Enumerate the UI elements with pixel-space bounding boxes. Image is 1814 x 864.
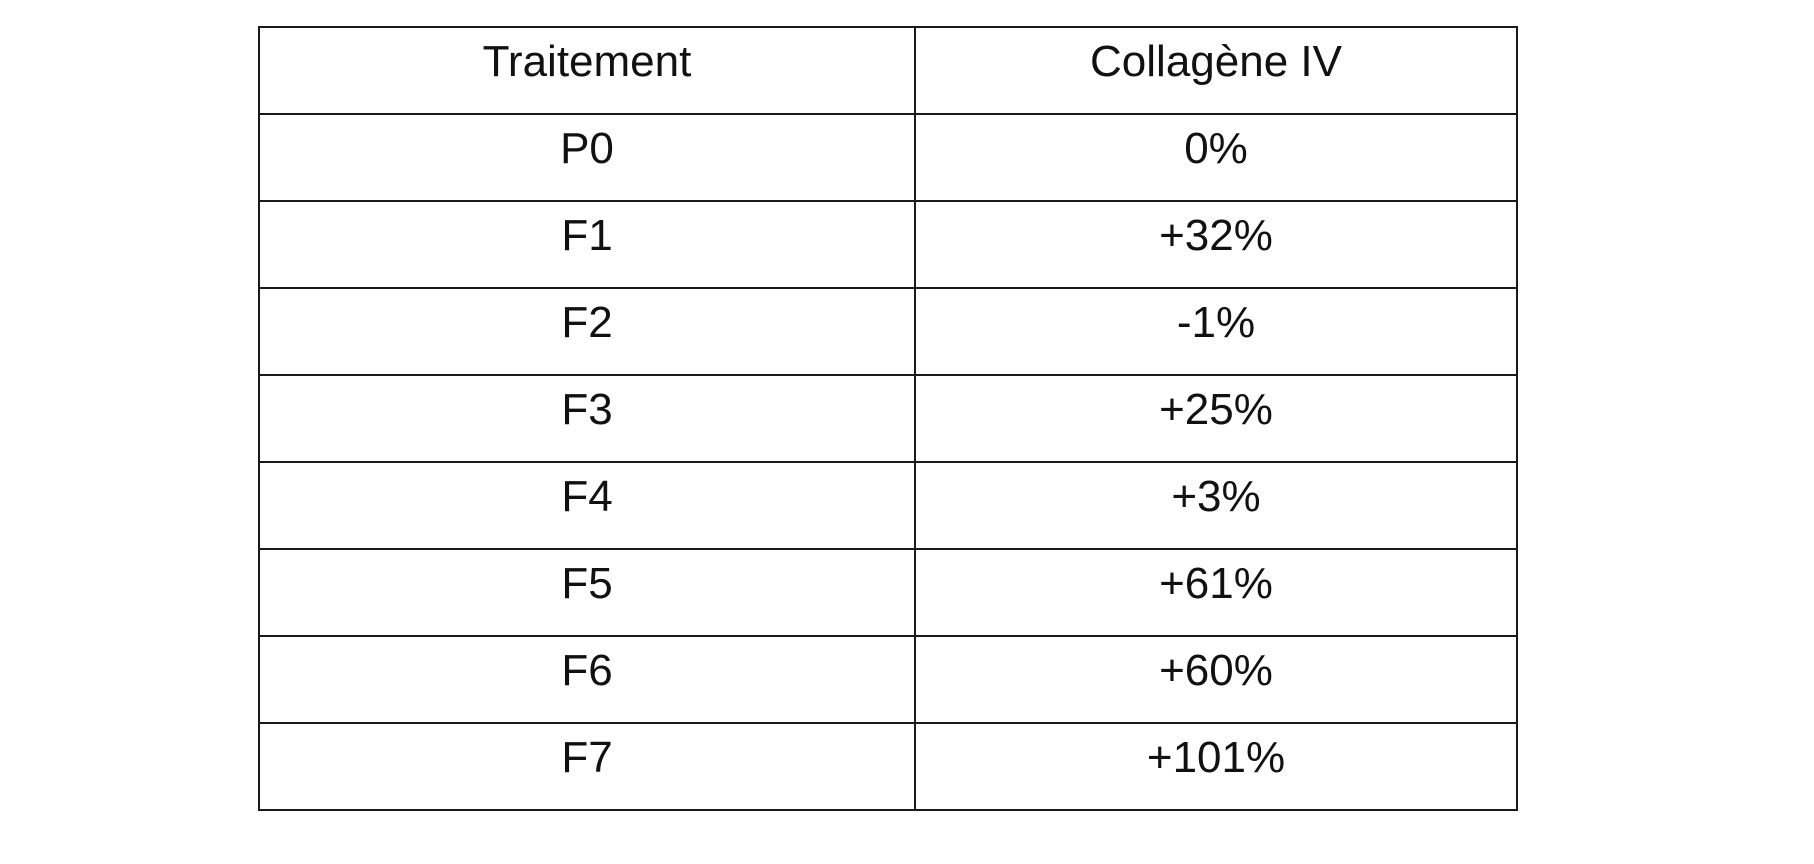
- treatment-value: F7: [260, 724, 914, 780]
- table-row: F5 +61%: [259, 549, 1517, 636]
- header-treatment: Traitement: [259, 27, 915, 114]
- treatment-value: F1: [260, 202, 914, 258]
- treatment-value: F5: [260, 550, 914, 606]
- table-row: F7 +101%: [259, 723, 1517, 810]
- collagen-cell: -1%: [915, 288, 1517, 375]
- collagen-value: +25%: [916, 376, 1516, 432]
- collagen-value: +60%: [916, 637, 1516, 693]
- collagen-value: +32%: [916, 202, 1516, 258]
- collagen-cell: +32%: [915, 201, 1517, 288]
- collagen-cell: 0%: [915, 114, 1517, 201]
- collagen-value: +3%: [916, 463, 1516, 519]
- collagen-cell: +60%: [915, 636, 1517, 723]
- treatment-cell: F4: [259, 462, 915, 549]
- treatment-cell: F1: [259, 201, 915, 288]
- treatment-value: F3: [260, 376, 914, 432]
- collagen-cell: +3%: [915, 462, 1517, 549]
- table-row: F2 -1%: [259, 288, 1517, 375]
- treatment-cell: F2: [259, 288, 915, 375]
- collagen-cell: +25%: [915, 375, 1517, 462]
- collagen-value: -1%: [916, 289, 1516, 345]
- collagen-table: Traitement Collagène IV P0 0% F1 +32% F2…: [258, 26, 1518, 811]
- table-row: F4 +3%: [259, 462, 1517, 549]
- treatment-value: P0: [260, 115, 914, 171]
- table-row: P0 0%: [259, 114, 1517, 201]
- collagen-value: 0%: [916, 115, 1516, 171]
- header-collagen-iv-label: Collagène IV: [916, 28, 1516, 84]
- collagen-value: +61%: [916, 550, 1516, 606]
- treatment-value: F4: [260, 463, 914, 519]
- treatment-cell: F7: [259, 723, 915, 810]
- collagen-value: +101%: [916, 724, 1516, 780]
- header-treatment-label: Traitement: [260, 28, 914, 84]
- treatment-cell: F5: [259, 549, 915, 636]
- table-row: F6 +60%: [259, 636, 1517, 723]
- treatment-cell: F6: [259, 636, 915, 723]
- table-row: F1 +32%: [259, 201, 1517, 288]
- treatment-value: F2: [260, 289, 914, 345]
- treatment-cell: F3: [259, 375, 915, 462]
- treatment-value: F6: [260, 637, 914, 693]
- collagen-cell: +101%: [915, 723, 1517, 810]
- table-header-row: Traitement Collagène IV: [259, 27, 1517, 114]
- collagen-cell: +61%: [915, 549, 1517, 636]
- treatment-cell: P0: [259, 114, 915, 201]
- header-collagen-iv: Collagène IV: [915, 27, 1517, 114]
- table-row: F3 +25%: [259, 375, 1517, 462]
